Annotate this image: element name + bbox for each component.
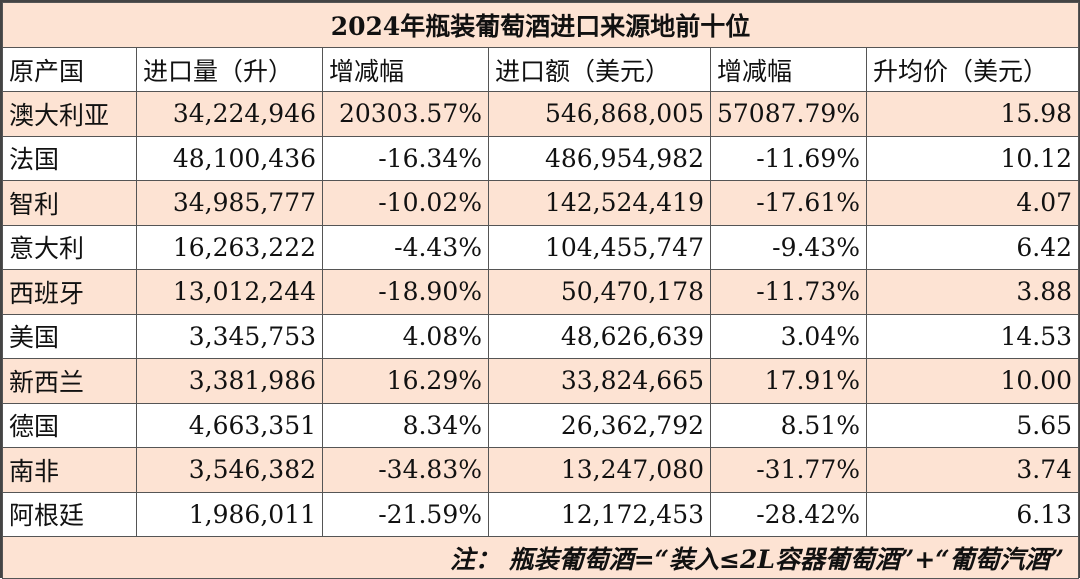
table-row: 智利 34,985,777 -10.02% 142,524,419 -17.61… bbox=[2, 180, 1080, 226]
volume-change-cell: 4.08% bbox=[322, 313, 489, 359]
value-change-cell: 17.91% bbox=[710, 358, 867, 404]
table-row: 南非 3,546,382 -34.83% 13,247,080 -31.77% … bbox=[2, 447, 1080, 493]
import-volume-cell: 13,012,244 bbox=[136, 269, 323, 315]
import-volume-cell: 34,224,946 bbox=[136, 91, 323, 137]
import-value-cell: 48,626,639 bbox=[488, 313, 711, 359]
import-value-cell: 104,455,747 bbox=[488, 224, 711, 270]
import-volume-cell: 34,985,777 bbox=[136, 180, 323, 226]
header-value-change: 增减幅 bbox=[710, 47, 867, 92]
volume-change-cell: 8.34% bbox=[322, 402, 489, 448]
volume-change-cell: -34.83% bbox=[322, 447, 489, 493]
header-import-volume: 进口量（升） bbox=[136, 47, 323, 92]
import-value-cell: 546,868,005 bbox=[488, 91, 711, 137]
import-volume-cell: 4,663,351 bbox=[136, 402, 323, 448]
country-cell: 意大利 bbox=[2, 224, 137, 270]
country-cell: 德国 bbox=[2, 402, 137, 448]
header-volume-change: 增减幅 bbox=[322, 47, 489, 92]
avg-price-cell: 15.98 bbox=[865, 91, 1080, 137]
volume-change-cell: -18.90% bbox=[322, 269, 489, 315]
volume-change-cell: 16.29% bbox=[322, 358, 489, 404]
table-row: 澳大利亚 34,224,946 20303.57% 546,868,005 57… bbox=[2, 91, 1080, 137]
volume-change-cell: -4.43% bbox=[322, 224, 489, 270]
avg-price-cell: 5.65 bbox=[865, 402, 1080, 448]
table-row: 法国 48,100,436 -16.34% 486,954,982 -11.69… bbox=[2, 135, 1080, 181]
country-cell: 西班牙 bbox=[2, 269, 137, 315]
country-cell: 智利 bbox=[2, 180, 137, 226]
avg-price-cell: 6.42 bbox=[865, 224, 1080, 270]
value-change-cell: -28.42% bbox=[710, 491, 867, 537]
country-cell: 新西兰 bbox=[2, 358, 137, 404]
header-country: 原产国 bbox=[2, 47, 137, 92]
avg-price-cell: 14.53 bbox=[865, 313, 1080, 359]
table-row: 西班牙 13,012,244 -18.90% 50,470,178 -11.73… bbox=[2, 269, 1080, 315]
table-row: 美国 3,345,753 4.08% 48,626,639 3.04% 14.5… bbox=[2, 313, 1080, 359]
import-volume-cell: 3,345,753 bbox=[136, 313, 323, 359]
import-value-cell: 13,247,080 bbox=[488, 447, 711, 493]
avg-price-cell: 4.07 bbox=[865, 180, 1080, 226]
import-volume-cell: 1,986,011 bbox=[136, 491, 323, 537]
avg-price-cell: 3.88 bbox=[865, 269, 1080, 315]
import-value-cell: 26,362,792 bbox=[488, 402, 711, 448]
value-change-cell: 3.04% bbox=[710, 313, 867, 359]
header-import-value: 进口额（美元） bbox=[488, 47, 711, 92]
country-cell: 南非 bbox=[2, 447, 137, 493]
import-value-cell: 33,824,665 bbox=[488, 358, 711, 404]
avg-price-cell: 10.12 bbox=[865, 135, 1080, 181]
table-row: 意大利 16,263,222 -4.43% 104,455,747 -9.43%… bbox=[2, 224, 1080, 270]
table-footnote: 注： 瓶装葡萄酒=“装入≤2L容器葡萄酒”+“葡萄汽酒” bbox=[1, 536, 1080, 579]
value-change-cell: -11.73% bbox=[710, 269, 867, 315]
volume-change-cell: 20303.57% bbox=[322, 91, 489, 137]
header-row: 原产国 进口量（升） 增减幅 进口额（美元） 增减幅 升均价（美元） bbox=[2, 47, 1080, 92]
import-volume-cell: 3,381,986 bbox=[136, 358, 323, 404]
volume-change-cell: -21.59% bbox=[322, 491, 489, 537]
header-avg-price: 升均价（美元） bbox=[865, 47, 1080, 92]
country-cell: 美国 bbox=[2, 313, 137, 359]
table-row: 新西兰 3,381,986 16.29% 33,824,665 17.91% 1… bbox=[2, 358, 1080, 404]
value-change-cell: -11.69% bbox=[710, 135, 867, 181]
import-volume-cell: 48,100,436 bbox=[136, 135, 323, 181]
avg-price-cell: 10.00 bbox=[865, 358, 1080, 404]
table-row: 阿根廷 1,986,011 -21.59% 12,172,453 -28.42%… bbox=[2, 491, 1080, 537]
import-value-cell: 142,524,419 bbox=[488, 180, 711, 226]
value-change-cell: 8.51% bbox=[710, 402, 867, 448]
volume-change-cell: -16.34% bbox=[322, 135, 489, 181]
value-change-cell: -31.77% bbox=[710, 447, 867, 493]
country-cell: 澳大利亚 bbox=[2, 91, 137, 137]
volume-change-cell: -10.02% bbox=[322, 180, 489, 226]
table-row: 德国 4,663,351 8.34% 26,362,792 8.51% 5.65 bbox=[2, 402, 1080, 448]
value-change-cell: -17.61% bbox=[710, 180, 867, 226]
country-cell: 阿根廷 bbox=[2, 491, 137, 537]
avg-price-cell: 3.74 bbox=[865, 447, 1080, 493]
import-volume-cell: 16,263,222 bbox=[136, 224, 323, 270]
import-value-cell: 486,954,982 bbox=[488, 135, 711, 181]
value-change-cell: 57087.79% bbox=[710, 91, 867, 137]
value-change-cell: -9.43% bbox=[710, 224, 867, 270]
avg-price-cell: 6.13 bbox=[865, 491, 1080, 537]
country-cell: 法国 bbox=[2, 135, 137, 181]
import-value-cell: 12,172,453 bbox=[488, 491, 711, 537]
import-value-cell: 50,470,178 bbox=[488, 269, 711, 315]
table-title: 2024年瓶装葡萄酒进口来源地前十位 bbox=[1, 2, 1080, 48]
import-volume-cell: 3,546,382 bbox=[136, 447, 323, 493]
